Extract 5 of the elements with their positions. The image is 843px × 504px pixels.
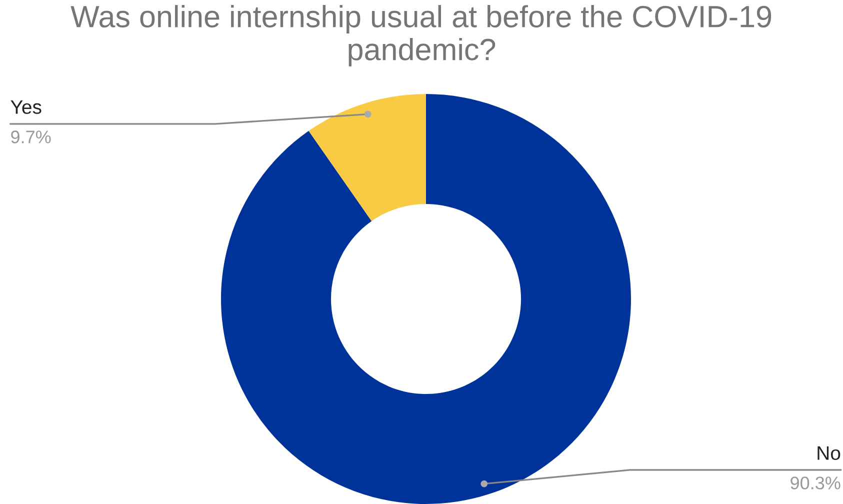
- data-label: 9.7%: [11, 130, 51, 144]
- slice-label: Yes: [10, 100, 42, 114]
- chart-title: Was online internship usual at before the COVID-19 pandemic?: [70, 5, 772, 66]
- data-label: 90.3%: [790, 476, 840, 490]
- slice-label: No: [818, 446, 840, 460]
